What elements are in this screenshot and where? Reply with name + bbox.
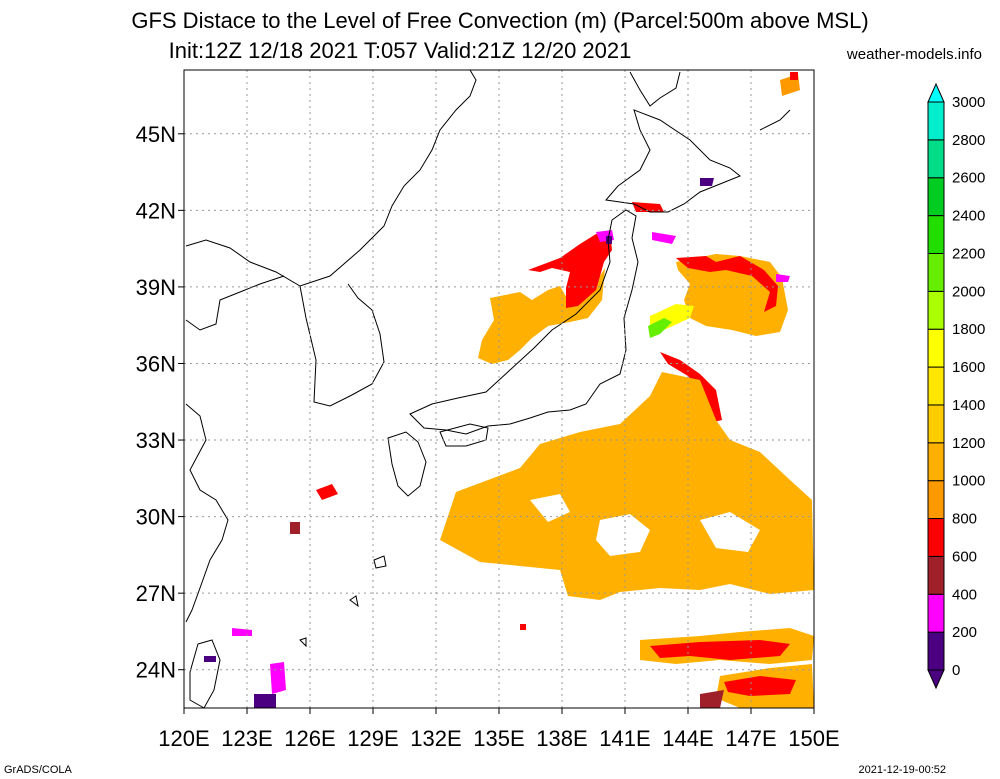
colorbar-bin	[927, 518, 945, 557]
map-grid	[184, 70, 814, 708]
colorbar: 0 200 400 600 800 1000 1200 1400 1600 1800 2000 220…	[927, 82, 985, 690]
lat-tick-label: 24N	[136, 658, 176, 683]
lon-tick-label: 126E	[284, 726, 335, 751]
lon-tick-label: 132E	[410, 726, 461, 751]
lon-tick-label: 147E	[725, 726, 776, 751]
coastlines	[185, 69, 791, 709]
colorbar-bin	[927, 555, 945, 595]
lat-tick-label: 42N	[136, 198, 176, 223]
colorbar-label: 2800	[952, 132, 985, 149]
colorbar-label: 1200	[952, 435, 985, 452]
colorbar-max-arrow	[927, 82, 945, 103]
chart-title: GFS Distace to the Level of Free Convect…	[131, 8, 869, 33]
colorbar-label: 1800	[952, 321, 985, 338]
lat-tick-labels: 24N 27N 30N 33N 36N 39N 42N 45N	[136, 122, 184, 683]
colorbar-bin	[927, 328, 945, 368]
source-label: weather-models.info	[846, 46, 982, 63]
colorbar-bin	[927, 442, 945, 482]
lat-tick-label: 39N	[136, 275, 176, 300]
lon-tick-label: 150E	[788, 726, 839, 751]
colorbar-bin	[927, 480, 945, 520]
colorbar-bin	[927, 252, 945, 292]
colorbar-bin	[927, 366, 945, 406]
lat-tick-label: 36N	[136, 351, 176, 376]
footer-software: GrADS/COLA	[4, 764, 72, 776]
colorbar-bin	[927, 177, 945, 217]
chart-subtitle: Init:12Z 12/18 2021 T:057 Valid:21Z 12/2…	[168, 38, 632, 63]
colorbar-bin	[927, 215, 945, 254]
colorbar-label: 2000	[952, 283, 985, 300]
colorbar-bin	[927, 101, 945, 141]
lon-tick-label: 141E	[599, 726, 650, 751]
lon-tick-labels: 120E 123E 126E 129E 132E 135E 138E 141E 144E 147E…	[158, 708, 840, 751]
colorbar-bin	[927, 631, 945, 671]
footer-timestamp: 2021-12-19-00:52	[858, 764, 946, 776]
colorbar-min-arrow	[927, 669, 945, 690]
lat-tick-label: 27N	[136, 581, 176, 606]
lat-tick-label: 45N	[136, 122, 176, 147]
colorbar-label: 600	[952, 548, 977, 565]
lfc-field	[204, 72, 814, 708]
colorbar-label: 3000	[952, 94, 985, 111]
colorbar-label: 2600	[952, 170, 985, 187]
colorbar-label: 1600	[952, 359, 985, 376]
colorbar-label: 2400	[952, 208, 985, 225]
colorbar-label: 2200	[952, 245, 985, 262]
colorbar-label: 1400	[952, 397, 985, 414]
lat-tick-label: 30N	[136, 505, 176, 530]
colorbar-label: 800	[952, 511, 977, 528]
colorbar-bin	[927, 593, 945, 633]
lon-tick-label: 129E	[347, 726, 398, 751]
lon-tick-label: 138E	[536, 726, 587, 751]
lon-tick-label: 120E	[158, 726, 209, 751]
colorbar-label: 0	[952, 662, 960, 679]
lat-tick-label: 33N	[136, 428, 176, 453]
lon-tick-label: 144E	[662, 726, 713, 751]
lon-tick-label: 135E	[473, 726, 524, 751]
colorbar-label: 200	[952, 624, 977, 641]
colorbar-label: 400	[952, 586, 977, 603]
lon-tick-label: 123E	[221, 726, 272, 751]
colorbar-bin	[927, 404, 945, 444]
colorbar-bin	[927, 139, 945, 179]
colorbar-label: 1000	[952, 473, 985, 490]
colorbar-bin	[927, 290, 945, 330]
